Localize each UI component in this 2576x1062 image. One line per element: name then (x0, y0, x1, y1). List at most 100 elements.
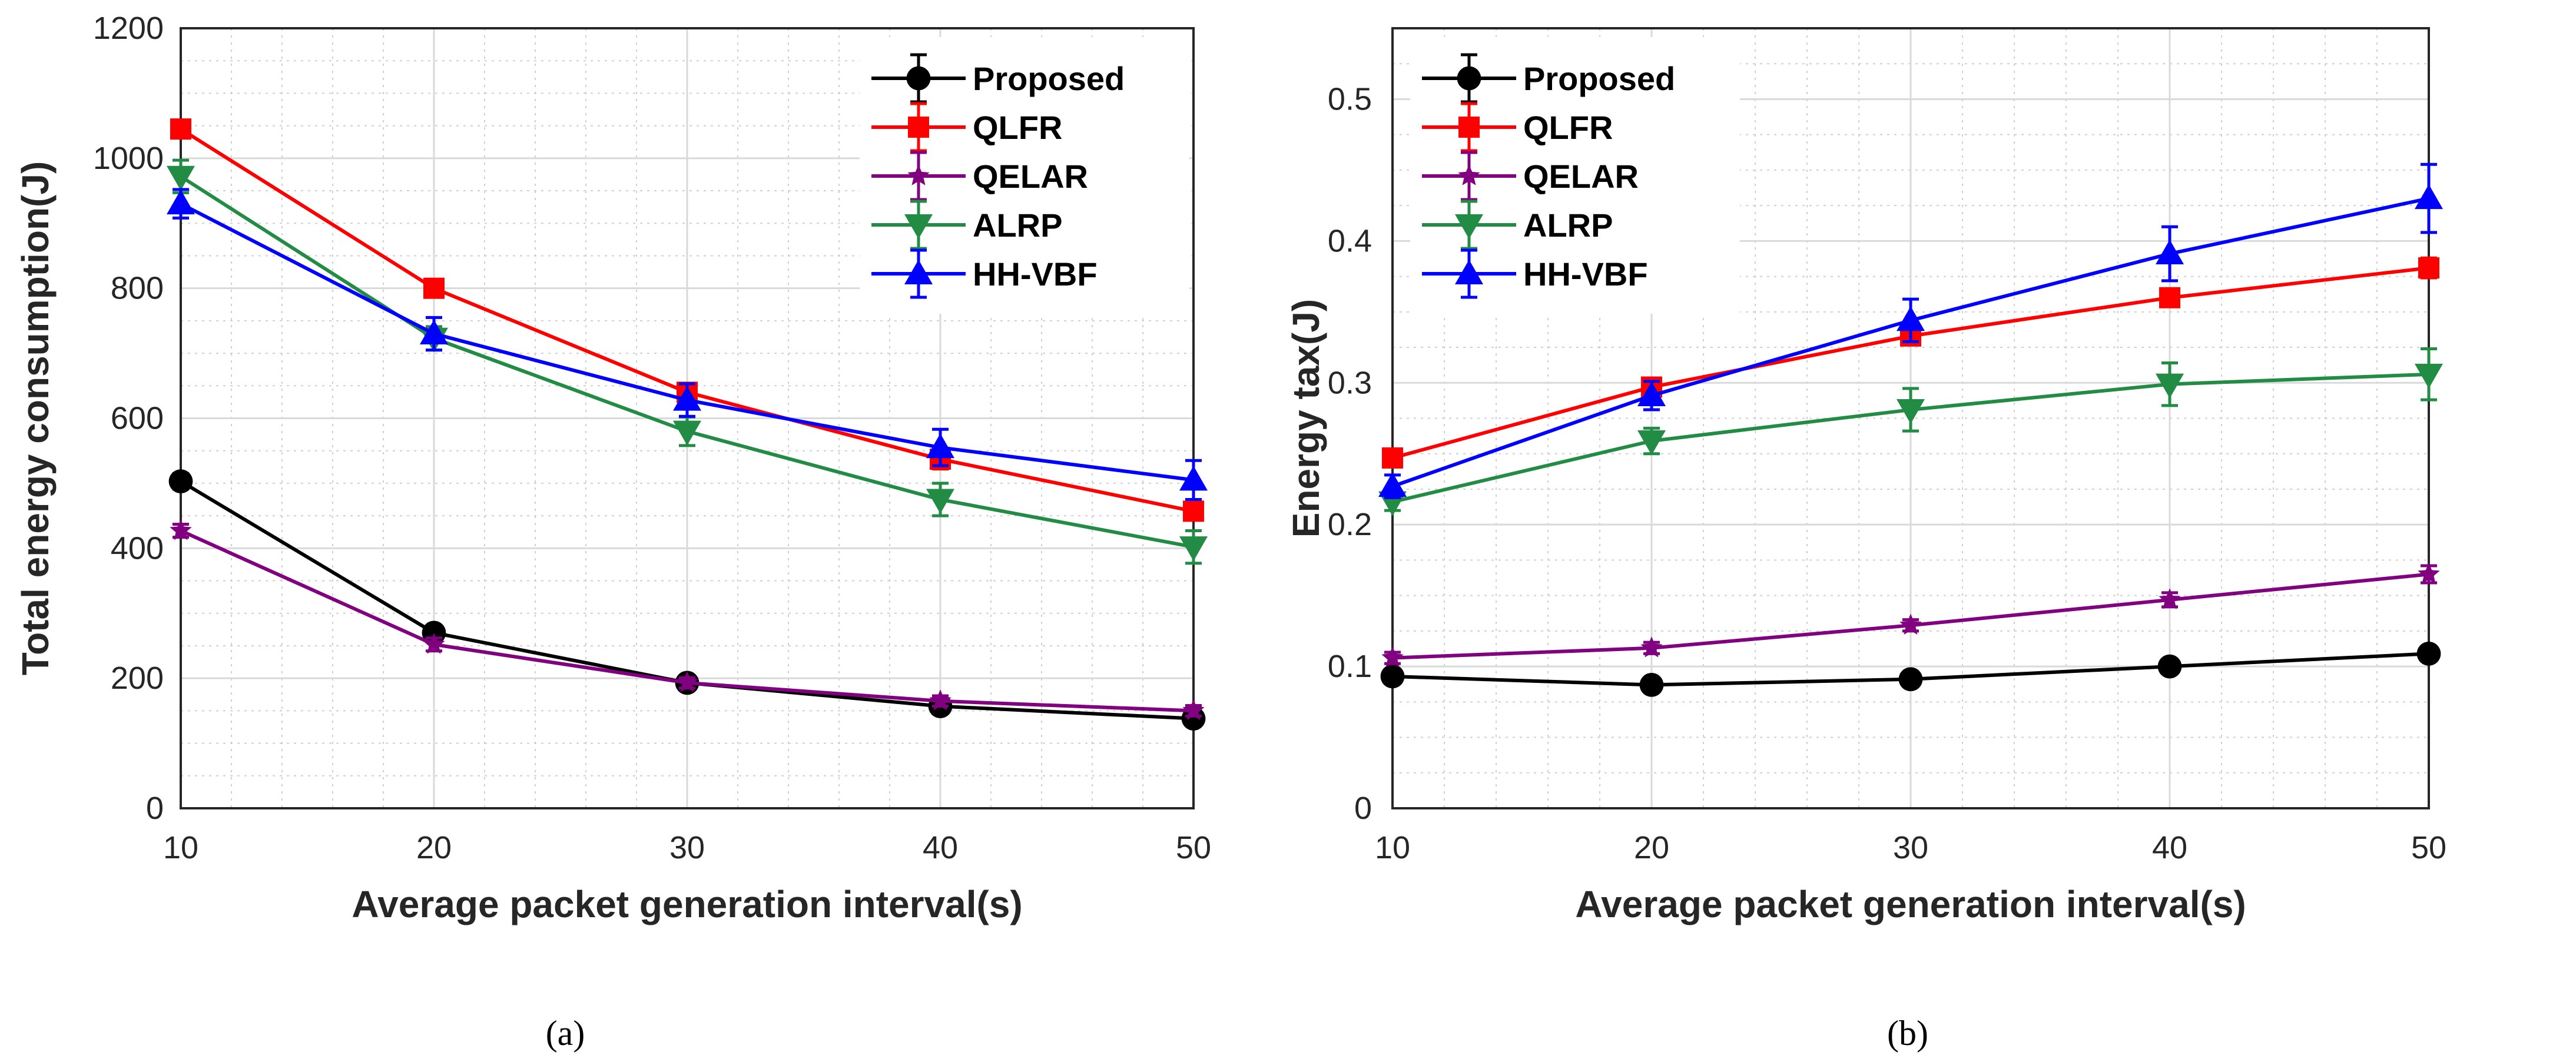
x-tick-label: 50 (1176, 830, 1211, 865)
y-tick-label: 600 (111, 401, 164, 436)
data-point (926, 489, 954, 514)
data-point (170, 118, 191, 140)
data-point (423, 277, 445, 299)
y-tick-label: 0 (1354, 791, 1372, 826)
legend-marker (1458, 117, 1480, 138)
data-point (1182, 699, 1205, 721)
legend-marker (1455, 214, 1483, 239)
legend: Proposed QLFR QELAR ALRP HH-VBF (860, 37, 1189, 314)
x-tick-label: 50 (2411, 830, 2446, 865)
data-point (673, 386, 701, 411)
series-qelar (170, 519, 1205, 721)
y-tick-label: 1200 (93, 11, 164, 46)
y-tick-label: 400 (111, 530, 164, 566)
data-point (929, 689, 952, 711)
legend-marker (908, 117, 929, 138)
data-point (1637, 430, 1666, 456)
legend-label: QELAR (1523, 158, 1639, 195)
legend-item: ALRP (1422, 200, 1613, 250)
x-tick-label: 20 (1634, 830, 1669, 865)
x-axis-label: Average packet generation interval(s) (1575, 883, 2246, 925)
y-tick-label: 0.3 (1328, 365, 1372, 400)
x-tick-label: 30 (1893, 830, 1928, 865)
series-proposed (1380, 642, 2441, 697)
data-point (1378, 472, 1407, 497)
legend-marker (904, 214, 933, 239)
legend-label: HH-VBF (1523, 255, 1648, 293)
data-point (167, 190, 195, 215)
data-point (2418, 562, 2440, 584)
data-point (2415, 363, 2443, 389)
legend-marker (904, 260, 933, 284)
plot-frame (1391, 27, 2430, 809)
data-point (2416, 642, 2441, 666)
y-tick-label: 0.5 (1328, 81, 1372, 117)
legend-label: ALRP (1523, 207, 1613, 244)
legend-item: ALRP (871, 200, 1062, 250)
data-point (170, 519, 192, 540)
y-tick-label: 200 (111, 661, 164, 696)
series-hh-vbf (167, 188, 1208, 502)
data-point (1381, 646, 1404, 668)
data-point (1899, 613, 1922, 635)
legend-item: QLFR (871, 102, 1062, 152)
data-point (1898, 667, 1923, 692)
y-tick-label: 0.1 (1328, 649, 1372, 684)
y-axis-label: Energy tax(J) (1285, 299, 1327, 537)
legend-item: HH-VBF (871, 248, 1098, 299)
x-tick-label: 10 (163, 830, 198, 865)
data-point (168, 469, 193, 494)
data-point (420, 319, 448, 344)
data-point (1183, 500, 1204, 522)
data-point (1637, 381, 1666, 406)
data-point (2157, 654, 2182, 679)
series-alrp (1378, 347, 2443, 516)
y-tick-label: 0.4 (1328, 223, 1372, 258)
y-tick-label: 0 (146, 791, 164, 826)
data-point (1382, 447, 1403, 469)
data-point (676, 671, 698, 692)
legend-item: Proposed (871, 53, 1125, 104)
legend-item: HH-VBF (1422, 248, 1648, 299)
x-tick-label: 30 (669, 830, 705, 865)
data-point (2415, 184, 2443, 210)
legend-item: Proposed (1422, 53, 1675, 104)
data-point (1181, 706, 1206, 731)
plot-frame (180, 27, 1195, 809)
legend-marker (1458, 164, 1480, 185)
data-point (1640, 636, 1663, 658)
y-tick-label: 800 (111, 271, 164, 306)
series-hh-vbf (1378, 162, 2443, 499)
data-point (673, 420, 701, 446)
legend-label: HH-VBF (973, 255, 1098, 293)
subfigure-caption: (b) (1887, 1014, 1928, 1053)
data-point (2159, 588, 2181, 609)
data-point (1179, 536, 1208, 562)
legend-item: QELAR (1422, 151, 1639, 201)
series-qelar (1381, 562, 2440, 668)
chart-a-total-energy-consumption: 10 20 30 40 50 0 200 400 600 800 1000 1200 Proposed Q… (14, 11, 1211, 1053)
legend-label: QELAR (973, 158, 1088, 195)
data-point (1380, 664, 1405, 689)
legend-item: QLFR (1422, 102, 1613, 152)
x-tick-label: 40 (923, 830, 958, 865)
data-point (167, 165, 195, 191)
legend-label: Proposed (973, 60, 1125, 97)
y-tick-label: 0.2 (1328, 507, 1372, 542)
data-point (926, 433, 954, 459)
x-tick-label: 10 (1375, 830, 1410, 865)
legend-label: ALRP (973, 207, 1062, 244)
y-tick-label: 1000 (93, 141, 164, 176)
data-point (2418, 257, 2439, 279)
legend-item: QELAR (871, 151, 1088, 201)
data-point (423, 633, 445, 654)
x-tick-label: 40 (2152, 830, 2187, 865)
data-point (1897, 399, 1925, 424)
data-point (1639, 673, 1664, 697)
legend-marker (1455, 260, 1483, 284)
legend-marker (907, 164, 930, 185)
legend-label: QLFR (973, 109, 1062, 146)
y-axis-label: Total energy consumption(J) (14, 161, 57, 676)
data-point (1897, 306, 1925, 331)
